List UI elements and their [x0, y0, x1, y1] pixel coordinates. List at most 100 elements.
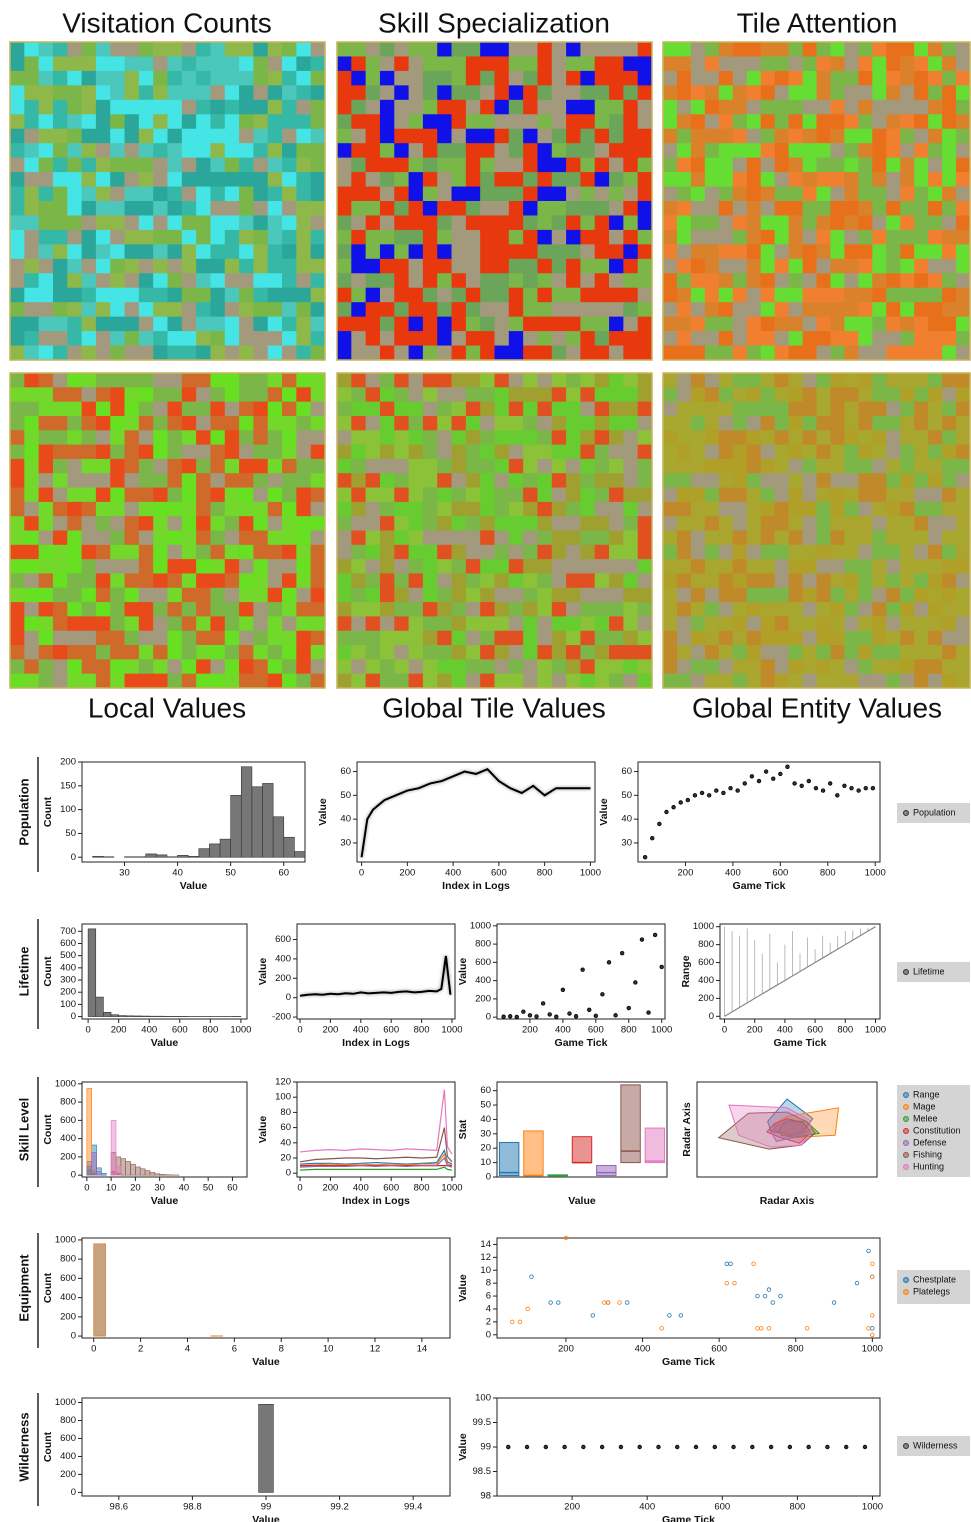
- map-cell: [337, 56, 352, 71]
- map-cell: [509, 645, 524, 660]
- map-cell: [10, 459, 25, 474]
- map-cell: [537, 545, 552, 560]
- map-cell: [153, 430, 168, 445]
- map-cell: [580, 273, 595, 288]
- map-cell: [466, 459, 481, 474]
- map-cell: [552, 445, 567, 460]
- map-cell: [239, 659, 254, 674]
- map-cell: [10, 114, 25, 129]
- map-cell: [886, 56, 900, 71]
- map-cell: [239, 502, 254, 517]
- map-cell: [96, 273, 111, 288]
- map-cell: [351, 56, 366, 71]
- map-cell: [39, 402, 54, 417]
- map-cell: [580, 56, 595, 71]
- map-cell: [253, 56, 268, 71]
- map-cell: [900, 416, 914, 431]
- map-cell: [761, 317, 775, 332]
- map-cell: [509, 302, 524, 317]
- map-cell: [733, 674, 747, 689]
- map-cell: [509, 516, 524, 531]
- map-cell: [691, 387, 705, 402]
- map-cell: [609, 215, 624, 230]
- map-cell: [733, 259, 747, 274]
- map-cell: [196, 588, 211, 603]
- map-cell: [153, 56, 168, 71]
- x-tick-label: 14: [417, 1344, 428, 1355]
- map-cell: [380, 201, 395, 216]
- map-cell: [817, 645, 831, 660]
- map-cell: [182, 273, 197, 288]
- map-cell: [24, 346, 39, 361]
- map-cell: [638, 573, 653, 588]
- map-cell: [96, 545, 111, 560]
- map-cell: [366, 416, 381, 431]
- map-cell: [537, 244, 552, 259]
- map-cell: [495, 616, 510, 631]
- map-cell: [595, 588, 610, 603]
- map-cell: [168, 588, 183, 603]
- map-cell: [872, 187, 886, 202]
- map-cell: [552, 430, 567, 445]
- map-cell: [942, 573, 956, 588]
- map-cell: [182, 430, 197, 445]
- map-cell: [691, 288, 705, 303]
- map-cell: [380, 158, 395, 173]
- map-cell: [39, 56, 54, 71]
- map-cell: [789, 445, 803, 460]
- map-cell: [452, 187, 467, 202]
- map-cell: [691, 373, 705, 388]
- map-cell: [733, 516, 747, 531]
- map-cell: [39, 531, 54, 546]
- map-cell: [552, 631, 567, 646]
- map-cell: [858, 71, 872, 86]
- map-cell: [296, 129, 311, 144]
- map-cell: [125, 302, 140, 317]
- map-cell: [872, 317, 886, 332]
- map-cell: [677, 416, 691, 431]
- map-cell: [705, 230, 719, 245]
- map-cell: [872, 445, 886, 460]
- map-cell: [914, 488, 928, 503]
- map-cell: [623, 100, 638, 115]
- map-cell: [210, 346, 225, 361]
- map-cell: [437, 674, 452, 689]
- map-cell: [733, 402, 747, 417]
- map-cell: [817, 373, 831, 388]
- map-cell: [282, 373, 297, 388]
- map-cell: [552, 201, 567, 216]
- map-cell: [775, 114, 789, 129]
- map-cell: [942, 129, 956, 144]
- map-cell: [253, 158, 268, 173]
- map-cell: [705, 143, 719, 158]
- map-cell: [789, 288, 803, 303]
- x-tick-label: 200: [558, 1344, 574, 1355]
- map-cell: [872, 114, 886, 129]
- map-cell: [928, 273, 942, 288]
- map-cell: [886, 288, 900, 303]
- map-cell: [552, 129, 567, 144]
- map-cell: [872, 459, 886, 474]
- map-cell: [196, 143, 211, 158]
- map-cell: [705, 674, 719, 689]
- map-cell: [110, 602, 125, 617]
- scatter-point: [643, 855, 647, 859]
- map-cell: [552, 602, 567, 617]
- map-cell: [844, 645, 858, 660]
- map-cell: [623, 559, 638, 574]
- map-cell: [268, 559, 283, 574]
- map-cell: [761, 559, 775, 574]
- map-cell: [858, 317, 872, 332]
- map-cell: [580, 659, 595, 674]
- map-cell: [509, 244, 524, 259]
- map-cell: [380, 645, 395, 660]
- map-cell: [110, 545, 125, 560]
- map-cell: [351, 129, 366, 144]
- map-cell: [623, 659, 638, 674]
- map-cell: [691, 317, 705, 332]
- map-cell: [182, 71, 197, 86]
- map-cell: [466, 143, 481, 158]
- map-cell: [39, 288, 54, 303]
- map-cell: [523, 416, 538, 431]
- map-cell: [872, 631, 886, 646]
